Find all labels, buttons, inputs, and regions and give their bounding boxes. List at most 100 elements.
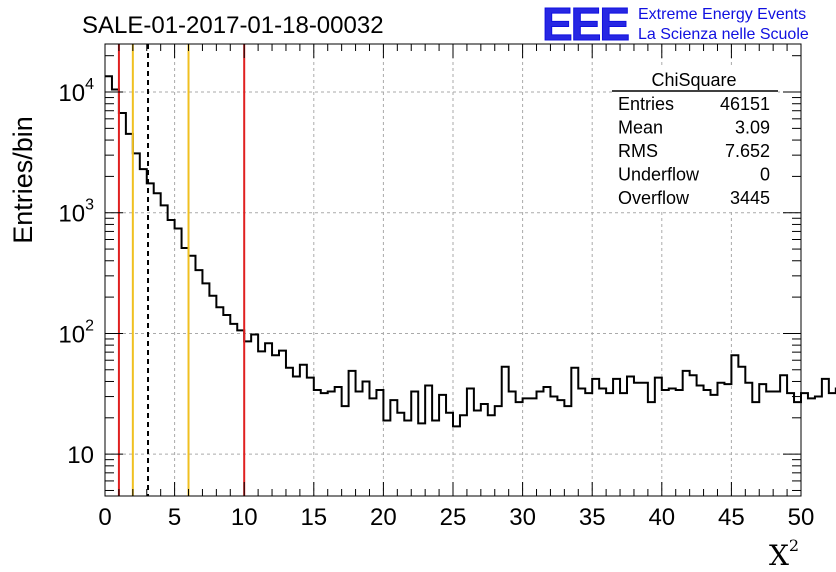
histogram-bin	[794, 402, 801, 496]
histogram-bin	[126, 134, 133, 496]
y-axis: 10 102 103 104	[58, 55, 801, 491]
histogram-bin	[655, 378, 662, 496]
y-tick-label: 103	[58, 197, 94, 228]
histogram-bin	[516, 402, 523, 496]
histogram-bin	[446, 413, 453, 496]
histogram-bin	[773, 392, 780, 496]
histogram-bin	[634, 383, 641, 496]
x-tick-label: 10	[231, 504, 258, 531]
histogram-bin	[397, 413, 404, 496]
x-tick-label: 40	[648, 504, 675, 531]
histogram-bin	[460, 415, 467, 496]
histogram-bin	[189, 256, 196, 496]
histogram-bin	[195, 270, 202, 496]
stats-box: ChiSquare Entries 46151 Mean 3.09 RMS 7.652 Un…	[612, 66, 778, 210]
histogram-bin	[523, 398, 530, 496]
histogram-bin	[815, 397, 822, 496]
stats-row-value: 0	[760, 165, 770, 185]
histogram-bin	[766, 392, 773, 496]
y-tick-label: 10	[67, 442, 94, 469]
histogram-bin	[209, 296, 216, 496]
histogram-bin	[669, 388, 676, 496]
histogram-bin	[780, 375, 787, 496]
histogram-bin	[223, 315, 230, 496]
x-axis-label-base: X	[769, 539, 789, 572]
histogram-bin	[801, 393, 808, 496]
histogram-bin	[105, 76, 112, 496]
histogram-bin	[293, 376, 300, 496]
histogram-bin	[613, 379, 620, 496]
eee-logo-line2: La Scienza nelle Scuole	[638, 26, 809, 43]
eee-logo: EEE Extreme Energy Events La Scienza nel…	[542, 0, 809, 51]
histogram-bin	[683, 371, 690, 496]
histogram-bin	[328, 392, 335, 496]
histogram-bin	[376, 390, 383, 496]
histogram-bin	[731, 355, 738, 496]
histogram-bin	[738, 367, 745, 496]
histogram-bin	[356, 392, 363, 496]
histogram-bin	[425, 386, 432, 496]
histogram-bin	[676, 390, 683, 496]
x-tick-label: 25	[440, 504, 467, 531]
x-tick-label: 45	[718, 504, 745, 531]
x-tick-label: 20	[370, 504, 397, 531]
histogram-bin	[571, 368, 578, 496]
histogram-bin	[369, 398, 376, 496]
histogram-bin	[133, 153, 140, 496]
x-tick-label: 0	[98, 504, 111, 531]
histogram-bin	[244, 341, 251, 496]
stats-row-value: 3445	[730, 188, 770, 208]
histogram-bin	[432, 420, 439, 496]
histogram-bin	[592, 379, 599, 496]
histogram-bin	[342, 406, 349, 496]
histogram-bin	[543, 387, 550, 496]
histogram-bin	[578, 388, 585, 496]
histogram-bin	[411, 392, 418, 496]
histogram-bin	[481, 404, 488, 496]
histogram-bin	[418, 423, 425, 496]
histogram-bin	[161, 205, 168, 496]
histogram-bin	[502, 367, 509, 496]
histogram-bin	[453, 426, 460, 496]
histogram-bin	[314, 390, 321, 496]
stats-row-value: 46151	[720, 94, 770, 114]
histogram-bin	[216, 307, 223, 496]
x-axis-label-exp: 2	[789, 536, 799, 555]
histogram-bin	[690, 375, 697, 496]
histogram-bin	[175, 229, 182, 496]
chart-title: SALE-01-2017-01-18-00032	[82, 12, 384, 39]
histogram-bin	[335, 387, 342, 496]
x-axis-label: X2	[769, 536, 799, 572]
histogram-bin	[627, 376, 634, 496]
histogram-bin	[717, 383, 724, 496]
stats-row-value: 3.09	[735, 118, 770, 138]
eee-logo-line1: Extreme Energy Events	[638, 6, 806, 23]
reference-lines	[117, 44, 246, 496]
x-tick-label: 50	[788, 504, 815, 531]
histogram-bin	[648, 402, 655, 496]
stats-row-value: 7.652	[725, 141, 770, 161]
histogram-outline	[105, 75, 836, 428]
histogram-bin	[711, 395, 718, 496]
histogram-bin	[230, 324, 237, 496]
histogram-bin	[752, 402, 759, 496]
histogram-bin	[286, 368, 293, 496]
histogram-bin	[585, 393, 592, 496]
histogram	[105, 75, 836, 496]
stats-row-label: RMS	[618, 141, 658, 161]
histogram-bin	[550, 397, 557, 496]
histogram-bin	[662, 390, 669, 496]
y-tick-label: 104	[58, 76, 94, 107]
x-tick-label: 5	[168, 504, 181, 531]
histogram-bin	[300, 365, 307, 496]
stats-row-label: Entries	[618, 94, 674, 114]
histogram-bin	[488, 415, 495, 496]
x-axis: 0 5 10 15 20 25 30 35 40 45 50	[98, 44, 814, 531]
histogram-bin	[404, 420, 411, 496]
histogram-bin	[495, 406, 502, 496]
histogram-bin	[467, 388, 474, 496]
histogram-bin	[439, 395, 446, 496]
histogram-bin	[307, 378, 314, 496]
histogram-bin	[265, 343, 272, 496]
x-tick-label: 15	[300, 504, 327, 531]
